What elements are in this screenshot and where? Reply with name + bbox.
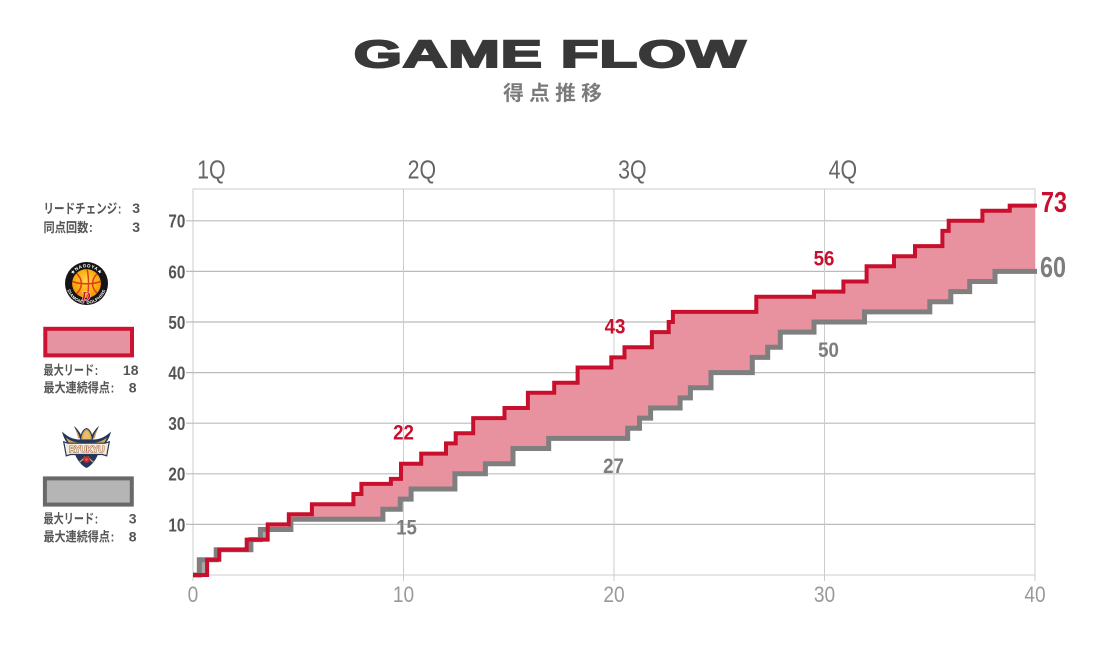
svg-text:70: 70: [168, 211, 185, 232]
svg-text:10: 10: [393, 583, 414, 608]
svg-text:10: 10: [168, 515, 185, 536]
svg-text:60: 60: [168, 262, 185, 283]
svg-text:8: 8: [129, 528, 137, 544]
svg-text:40: 40: [168, 363, 185, 384]
svg-text:56: 56: [814, 248, 835, 271]
svg-text:0: 0: [188, 583, 199, 608]
svg-text::: :: [95, 362, 98, 378]
svg-text:40: 40: [1024, 583, 1045, 608]
svg-text:27: 27: [603, 455, 624, 478]
svg-text:3: 3: [132, 200, 140, 216]
svg-text:20: 20: [168, 464, 185, 485]
svg-text:30: 30: [168, 414, 185, 435]
svg-text:50: 50: [818, 339, 839, 362]
svg-text:1Q: 1Q: [197, 156, 225, 186]
svg-text:60: 60: [1040, 251, 1066, 284]
svg-text:3: 3: [132, 219, 140, 235]
svg-text:30: 30: [814, 583, 835, 608]
svg-text:2Q: 2Q: [408, 156, 436, 186]
svg-text:4Q: 4Q: [829, 156, 857, 186]
svg-text:D: D: [80, 290, 90, 304]
svg-text:43: 43: [605, 316, 626, 339]
svg-text:15: 15: [396, 517, 417, 540]
svg-text:3Q: 3Q: [618, 156, 646, 186]
svg-text::: :: [118, 201, 122, 217]
svg-text:22: 22: [393, 422, 414, 445]
svg-text:RYUKYU: RYUKYU: [69, 444, 104, 454]
svg-text::: :: [89, 220, 93, 235]
svg-text:50: 50: [168, 312, 185, 333]
svg-text:8: 8: [129, 379, 137, 395]
svg-text::: :: [111, 529, 115, 544]
svg-text:3: 3: [129, 510, 137, 526]
svg-text::: :: [95, 511, 98, 527]
svg-text::: :: [111, 380, 115, 395]
svg-text:GAME FLOW: GAME FLOW: [354, 32, 747, 75]
svg-text:73: 73: [1041, 186, 1067, 219]
svg-text:20: 20: [603, 583, 624, 608]
svg-text:18: 18: [123, 362, 139, 378]
